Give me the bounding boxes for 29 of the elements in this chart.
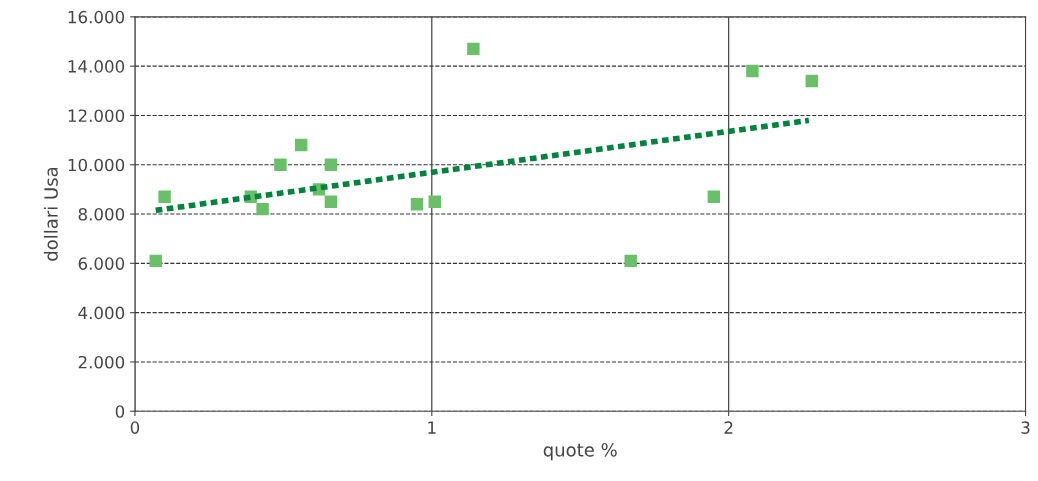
y-tick-label: 0	[115, 405, 125, 418]
point	[256, 202, 269, 216]
x-axis-title: quote %	[543, 442, 617, 461]
point	[324, 158, 338, 171]
y-tick-label: 12.000	[68, 109, 125, 123]
point	[274, 158, 287, 171]
point	[158, 190, 171, 203]
y-tick-label: 10.000	[68, 158, 125, 172]
point	[707, 190, 721, 203]
y-tick-label: 6.000	[78, 257, 125, 270]
point	[624, 254, 637, 268]
x-tick-label: 1	[428, 421, 436, 434]
point	[149, 254, 162, 268]
point	[467, 42, 480, 56]
y-axis-title: dollari Usa	[43, 167, 58, 261]
x-tick-label: 0	[130, 421, 140, 434]
x-tick-label: 3	[1021, 421, 1030, 434]
point	[805, 74, 819, 88]
y-tick-label: 2.000	[78, 355, 125, 369]
y-tick-label: 14.000	[68, 60, 125, 73]
point	[294, 138, 308, 152]
point	[428, 195, 441, 208]
point	[324, 195, 338, 208]
point	[410, 197, 424, 211]
x-tick-label: 2	[724, 421, 733, 434]
point	[746, 64, 759, 78]
y-tick-label: 4.000	[78, 306, 125, 320]
y-tick-label: 16.000	[68, 10, 125, 24]
y-tick-label: 8.000	[78, 208, 125, 221]
